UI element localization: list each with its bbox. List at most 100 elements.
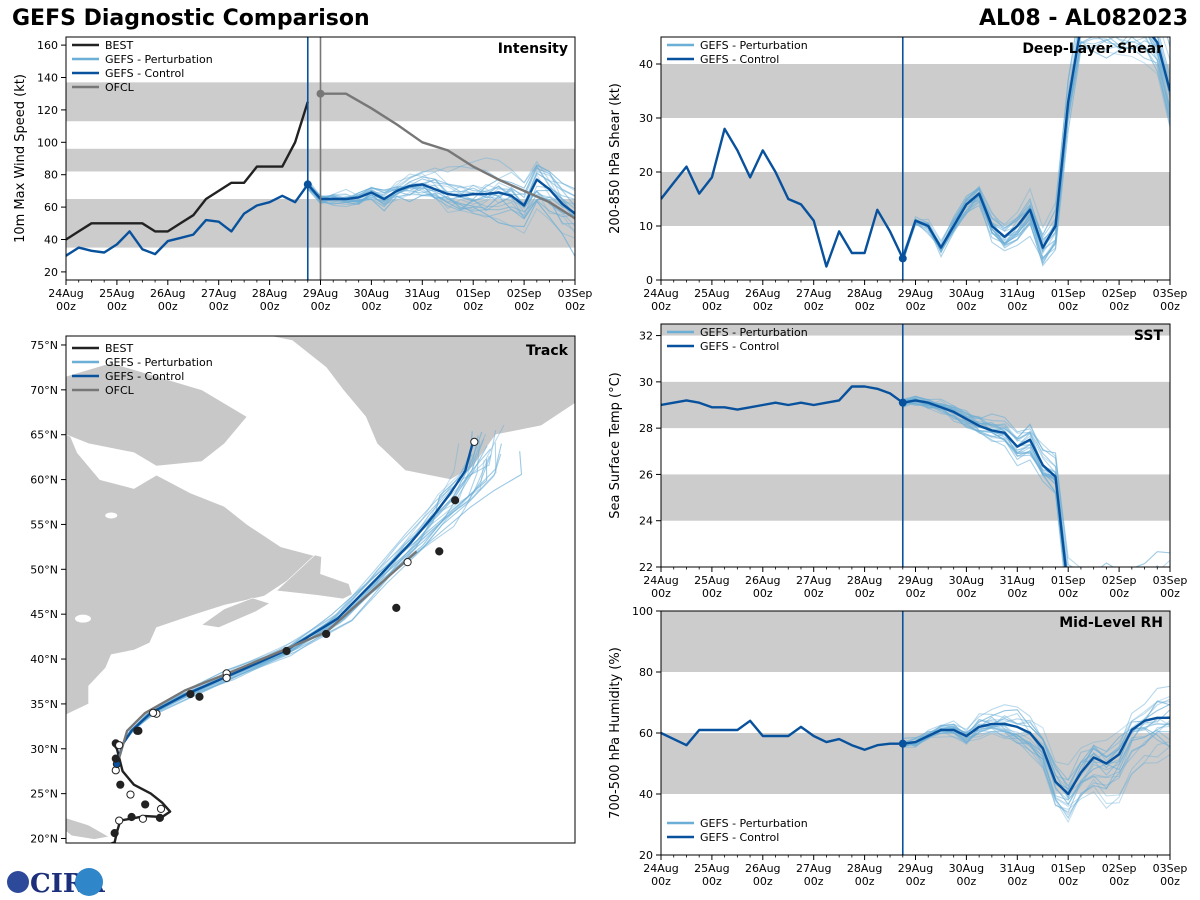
control-init-marker <box>898 398 907 407</box>
x-tick-label-hour: 00z <box>855 300 875 313</box>
perturbation-line <box>902 701 1170 793</box>
legend-label: GEFS - Control <box>700 831 779 844</box>
track-point-marker <box>195 692 204 701</box>
x-tick-label-date: 31Aug <box>405 287 440 300</box>
perturbation-line <box>902 37 1170 262</box>
figure-title: GEFS Diagnostic Comparison <box>12 6 370 31</box>
legend-label: GEFS - Control <box>105 370 184 383</box>
perturbation-line <box>902 399 1066 567</box>
x-tick-label-hour: 00z <box>702 587 722 600</box>
lat-tick-label: 65°N <box>30 429 58 442</box>
panel-title: Mid-Level RH <box>1059 615 1163 631</box>
perturbation-line <box>902 716 1170 806</box>
x-tick-label-hour: 00z <box>702 300 722 313</box>
track-point-marker <box>133 726 142 735</box>
x-tick-label-hour: 00z <box>1160 300 1180 313</box>
y-tick-label: 140 <box>37 72 58 85</box>
x-tick-label-hour: 00z <box>463 300 483 313</box>
x-tick-label-hour: 00z <box>514 300 534 313</box>
perturbation-line <box>307 167 575 202</box>
x-tick-label-date: 29Aug <box>898 862 933 875</box>
ofcl-line <box>320 92 575 220</box>
perturbation-line <box>902 709 1170 819</box>
x-tick-label-date: 24Aug <box>48 287 83 300</box>
track-point-marker <box>222 673 231 682</box>
track-point-marker <box>126 790 135 799</box>
lat-tick-label: 20°N <box>30 833 58 846</box>
x-tick-label-date: 26Aug <box>150 287 185 300</box>
perturbation-line <box>902 695 1170 766</box>
panel-title: Track <box>526 343 569 359</box>
storm-id: AL08 - AL082023 <box>979 6 1188 31</box>
x-tick-label-hour: 00z <box>1007 300 1027 313</box>
lat-tick-label: 45°N <box>30 608 58 621</box>
x-tick-label-hour: 00z <box>906 587 926 600</box>
x-tick-label-date: 26Aug <box>745 862 780 875</box>
y-tick-label: 30 <box>639 112 653 125</box>
best-track-line <box>66 101 309 241</box>
track-point-marker <box>111 754 120 763</box>
x-tick-label-date: 29Aug <box>898 574 933 587</box>
lake <box>74 614 91 623</box>
x-tick-label-hour: 00z <box>906 300 926 313</box>
x-tick-label-date: 30Aug <box>354 287 389 300</box>
shaded-band <box>661 64 1170 118</box>
x-tick-label-hour: 00z <box>209 300 229 313</box>
series-lines <box>661 37 1170 268</box>
lat-tick-label: 70°N <box>30 384 58 397</box>
x-tick-label-date: 27Aug <box>796 574 831 587</box>
perturbation-line <box>902 704 1170 791</box>
y-tick-label: 32 <box>639 330 653 343</box>
axes-frame <box>660 323 1171 568</box>
y-tick-label: 28 <box>639 422 653 435</box>
legend-label: GEFS - Perturbation <box>105 356 213 369</box>
y-tick-label: 30 <box>639 376 653 389</box>
x-tick-label-date: 03Sep <box>1153 287 1188 300</box>
x-tick-label-date: 03Sep <box>1153 574 1188 587</box>
panel-title: Intensity <box>498 41 568 57</box>
x-tick-label-date: 26Aug <box>745 574 780 587</box>
x-tick-label-hour: 00z <box>260 300 280 313</box>
control-line <box>661 37 1170 268</box>
x-tick-label-date: 02Sep <box>507 287 542 300</box>
lat-tick-label: 50°N <box>30 563 58 576</box>
track-point-marker <box>282 646 291 656</box>
y-tick-label: 40 <box>639 58 653 71</box>
x-tick-label-hour: 00z <box>1007 875 1027 888</box>
x-tick-label-date: 25Aug <box>694 287 729 300</box>
panel-title: SST <box>1134 328 1164 344</box>
perturbation-line <box>902 396 1066 567</box>
cira-logo: CIRA <box>7 868 105 899</box>
x-tick-label-date: 03Sep <box>1153 862 1188 875</box>
x-tick-label-hour: 00z <box>412 300 432 313</box>
x-tick-label-hour: 00z <box>702 875 722 888</box>
x-tick-label-date: 02Sep <box>1102 287 1137 300</box>
lat-tick-label: 35°N <box>30 698 58 711</box>
track-point-marker <box>141 800 150 809</box>
track-point-marker <box>435 547 444 556</box>
land-newfoundland <box>275 554 353 600</box>
x-tick-label-date: 31Aug <box>1000 862 1035 875</box>
land-north-america <box>66 336 316 716</box>
x-tick-label-hour: 00z <box>855 587 875 600</box>
perturbation-line <box>902 37 1170 267</box>
x-tick-label-hour: 00z <box>651 587 671 600</box>
x-tick-label-date: 25Aug <box>99 287 134 300</box>
perturbation-line <box>902 715 1170 781</box>
x-tick-label-date: 25Aug <box>694 574 729 587</box>
x-tick-label-date: 30Aug <box>949 287 984 300</box>
lat-tick-label: 30°N <box>30 743 58 756</box>
x-tick-label-hour: 00z <box>1160 587 1180 600</box>
x-tick-label-date: 29Aug <box>303 287 338 300</box>
track-point-marker <box>148 708 158 717</box>
map-land <box>66 336 575 840</box>
control-init-marker <box>898 739 907 748</box>
x-tick-label-hour: 00z <box>753 875 773 888</box>
track-point-marker <box>392 603 401 612</box>
track-point-marker <box>451 496 460 505</box>
x-tick-label-hour: 00z <box>651 875 671 888</box>
lat-tick-label: 55°N <box>30 518 58 531</box>
lat-tick-label: 75°N <box>30 339 58 352</box>
control-line <box>661 716 1170 796</box>
